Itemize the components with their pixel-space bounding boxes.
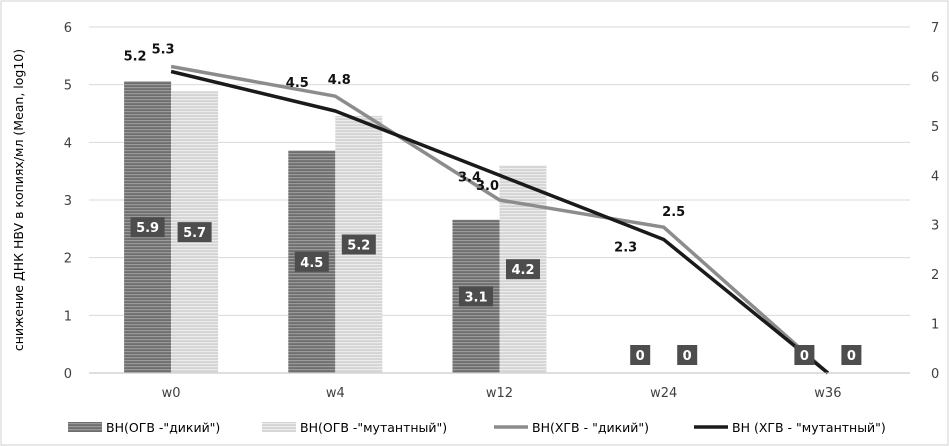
y-tick-label: 0 xyxy=(64,367,72,382)
y-tick-label: 6 xyxy=(64,21,72,36)
series-line xyxy=(170,69,830,375)
bar-data-label-box xyxy=(794,345,815,365)
bar-data-label-box xyxy=(459,286,493,307)
legend: ВН(ОГВ -"дикий") ВН(ОГВ -"мутантный") ВН(Х… xyxy=(68,420,886,435)
y2-tick-label: 7 xyxy=(931,21,939,36)
legend-label: ВН(ОГВ -"мутантный") xyxy=(300,420,447,435)
x-tick-label: w4 xyxy=(326,386,345,401)
y-axis-title: снижение ДНК HBV в копиях/мл (Mean, log1… xyxy=(11,49,26,351)
bar-data-label: 3.1 xyxy=(464,290,487,305)
line-data-label: 2.3 xyxy=(614,241,637,256)
bar-data-label-box xyxy=(677,345,698,365)
line-data-label: 4.5 xyxy=(286,76,309,91)
bar-data-label: 5.7 xyxy=(183,226,206,241)
legend-swatch xyxy=(68,422,102,432)
bar-data-label-box xyxy=(294,251,329,272)
lines-layer xyxy=(170,64,830,375)
line-data-label: 5.2 xyxy=(124,49,147,64)
bar-data-label: 0 xyxy=(847,349,856,364)
y2-tick-label: 2 xyxy=(931,268,939,283)
line-data-label: 5.3 xyxy=(152,43,175,58)
line-data-label: 3.0 xyxy=(476,179,499,194)
bar-data-label-box xyxy=(841,345,862,365)
y2-tick-label: 5 xyxy=(931,120,939,135)
bar-data-label: 0 xyxy=(800,349,809,364)
x-tick-label: w12 xyxy=(486,386,513,401)
line-data-label: 3.4 xyxy=(458,170,481,185)
y-tick-label: 5 xyxy=(64,79,72,94)
y-tick-label: 1 xyxy=(64,309,72,324)
y2-tick-label: 4 xyxy=(931,169,939,184)
legend-swatch xyxy=(262,422,296,432)
x-tick-label: w24 xyxy=(650,386,677,401)
line-data-label: 2.5 xyxy=(662,205,685,220)
y-tick-label: 3 xyxy=(64,194,72,209)
line-labels-layer: 5.3 4.8 3.0 2.5 5.2 4.5 3.4 2.3 xyxy=(124,43,686,256)
y-tick-label: 2 xyxy=(64,252,72,267)
bar-data-label-box xyxy=(341,234,376,255)
bar-data-label: 4.2 xyxy=(511,263,534,278)
bar-labels-layer: 5.9 4.5 3.1 0 0 5.7 5.2 4.2 0 0 xyxy=(130,217,862,365)
legend-label: ВН(ОГВ -"дикий") xyxy=(106,420,220,435)
series-line xyxy=(170,64,830,375)
x-axis: w0 w4 w12 w24 w36 xyxy=(89,372,910,401)
bar-data-label-box xyxy=(630,345,651,365)
y2-tick-label: 3 xyxy=(931,219,939,234)
x-tick-label: w36 xyxy=(814,386,841,401)
x-tick-label: w0 xyxy=(162,386,181,401)
y-tick-label: 4 xyxy=(64,136,72,151)
bar-data-label: 0 xyxy=(636,349,645,364)
y-axis-right: 0 1 2 3 4 5 6 7 xyxy=(931,21,939,382)
bar-data-label-box xyxy=(130,217,165,238)
y2-tick-label: 1 xyxy=(931,318,939,333)
y-axis-left: 0 1 2 3 4 5 6 xyxy=(64,21,72,382)
y2-tick-label: 0 xyxy=(931,367,939,382)
bar-data-label: 0 xyxy=(683,349,692,364)
bar-data-label: 4.5 xyxy=(300,256,323,271)
bar-data-label: 5.2 xyxy=(347,238,370,253)
legend-label: ВН(ХГВ - "дикий") xyxy=(532,420,649,435)
bar-data-label: 5.9 xyxy=(136,221,159,236)
bar-data-label-box xyxy=(177,222,212,243)
line-data-label: 4.8 xyxy=(328,73,351,88)
bar-data-label-box xyxy=(506,259,540,280)
legend-label: ВН (ХГВ - "мутантный") xyxy=(732,420,886,435)
y2-tick-label: 6 xyxy=(931,70,939,85)
